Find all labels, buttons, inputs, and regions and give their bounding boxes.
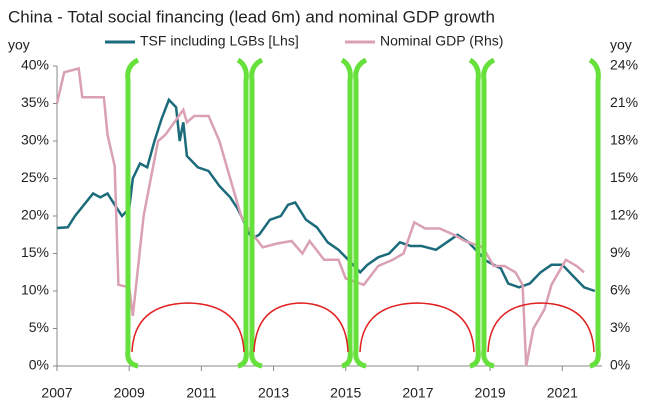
y-tick-label: 30% bbox=[21, 132, 49, 148]
bracket bbox=[481, 57, 496, 369]
x-tick-label: 2015 bbox=[330, 385, 361, 401]
annotations bbox=[125, 57, 601, 369]
x-tick-label: 2019 bbox=[475, 385, 506, 401]
y2-tick-label: 6% bbox=[610, 282, 630, 298]
y-tick-label: 15% bbox=[21, 244, 49, 260]
y2-tick-label: 9% bbox=[610, 244, 630, 260]
y2-tick-label: 24% bbox=[610, 57, 638, 73]
x-tick-label: 2011 bbox=[186, 385, 216, 401]
arc bbox=[253, 302, 349, 353]
bracket bbox=[468, 57, 481, 369]
y-tick-label: 40% bbox=[21, 57, 49, 73]
arc bbox=[359, 302, 475, 353]
y2-tick-label: 3% bbox=[610, 319, 630, 335]
y2-axis-label: yoy bbox=[610, 37, 632, 53]
y-tick-label: 10% bbox=[21, 282, 49, 298]
series-line bbox=[55, 66, 585, 367]
x-tick-label: 2013 bbox=[258, 385, 289, 401]
bracket bbox=[236, 57, 249, 369]
legend-label: Nominal GDP (Rhs) bbox=[380, 33, 503, 49]
x-tick-label: 2009 bbox=[114, 385, 145, 401]
y2-tick-label: 18% bbox=[610, 132, 638, 148]
brackets bbox=[125, 57, 601, 369]
bracket bbox=[353, 57, 368, 369]
y2-tick-label: 15% bbox=[610, 169, 638, 185]
y-tick-label: 35% bbox=[21, 94, 49, 110]
y2-tick-label: 0% bbox=[610, 357, 630, 373]
bracket bbox=[125, 57, 140, 369]
y-tick-label: 0% bbox=[29, 357, 49, 373]
x-tick-label: 2021 bbox=[547, 385, 578, 401]
bracket bbox=[340, 57, 353, 369]
y-axis-label: yoy bbox=[8, 37, 30, 53]
arcs bbox=[131, 302, 595, 353]
y-tick-label: 20% bbox=[21, 207, 49, 223]
legend-label: TSF including LGBs [Lhs] bbox=[140, 33, 299, 49]
y-tick-label: 5% bbox=[29, 319, 49, 335]
y-tick-label: 25% bbox=[21, 169, 49, 185]
chart-title: China - Total social financing (lead 6m)… bbox=[8, 7, 495, 26]
arc bbox=[131, 302, 245, 353]
y2-tick-label: 21% bbox=[610, 94, 638, 110]
bracket bbox=[588, 57, 601, 369]
x-tick-label: 2007 bbox=[41, 385, 72, 401]
y2-tick-label: 12% bbox=[610, 207, 638, 223]
arc bbox=[487, 302, 595, 353]
bracket bbox=[249, 57, 264, 369]
x-tick-label: 2017 bbox=[402, 385, 433, 401]
